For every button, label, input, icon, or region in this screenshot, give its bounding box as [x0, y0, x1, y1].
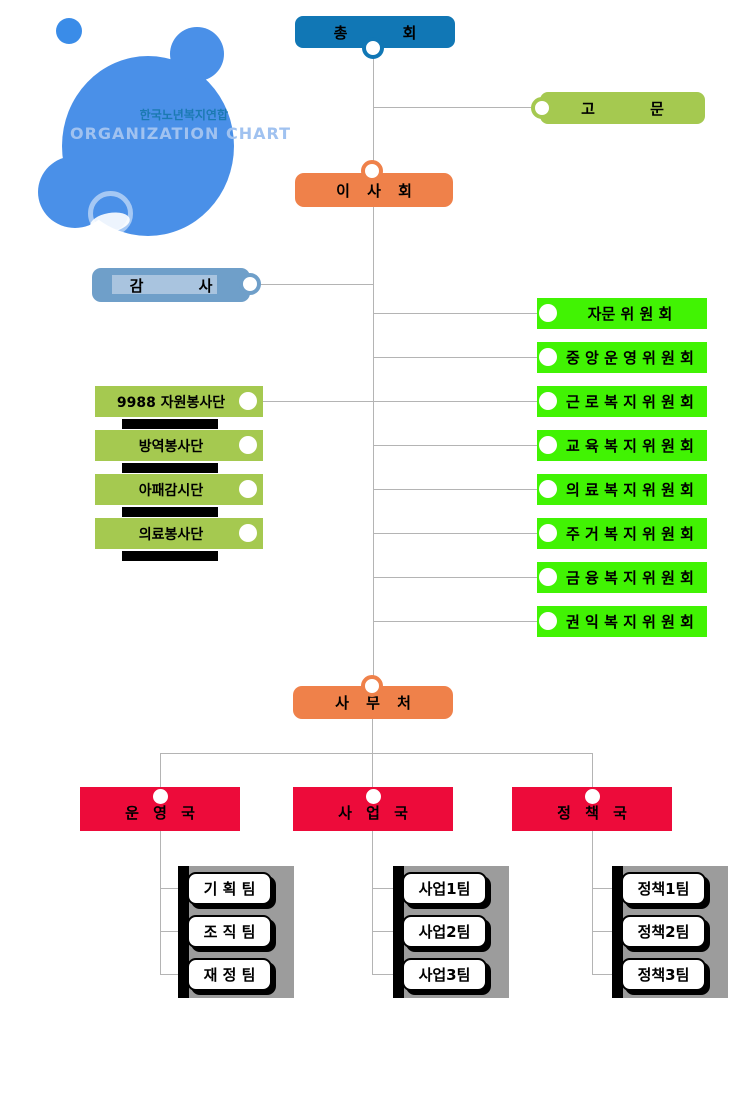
connector-port — [239, 524, 257, 542]
node-committee: 교 육 복 지 위 원 회 — [537, 430, 707, 461]
node-advisor: 고 문 — [540, 92, 705, 124]
auditor-label: 감 사 — [129, 276, 213, 295]
node-auditor: 감 사 — [92, 268, 250, 302]
node-team: 사업3팀 — [402, 958, 487, 991]
node-team: 사업1팀 — [402, 872, 487, 905]
connector-line — [160, 931, 188, 932]
blob-bump-top-right — [170, 27, 224, 81]
connector-line — [372, 974, 402, 975]
unit-shadow — [122, 463, 218, 473]
node-left-unit: 의료봉사단 — [95, 518, 263, 549]
node-left-unit: 9988 자원봉사단 — [95, 386, 263, 417]
connector-line — [372, 931, 402, 932]
node-team: 사업2팀 — [402, 915, 487, 948]
auditor-inner-panel — [112, 275, 217, 294]
connector-port — [539, 348, 557, 366]
connector-line — [374, 533, 537, 534]
connector-line — [160, 888, 188, 889]
node-left-unit: 방역봉사단 — [95, 430, 263, 461]
connector-line — [374, 313, 537, 314]
connector-port — [539, 612, 557, 630]
node-committee: 금 융 복 지 위 원 회 — [537, 562, 707, 593]
connector-line — [372, 719, 373, 753]
connector-port — [539, 524, 557, 542]
bubble-icon — [88, 191, 133, 236]
connector-port — [239, 436, 257, 454]
connector-line — [160, 753, 593, 754]
connector-port — [539, 436, 557, 454]
org-name-text: 한국노년복지연합 — [139, 108, 228, 122]
chart-title-text: ORGANIZATION CHART — [70, 124, 291, 143]
connector-line — [252, 401, 537, 402]
connector-line — [372, 888, 402, 889]
connector-port — [153, 789, 168, 804]
connector-line — [592, 888, 622, 889]
connector-line — [373, 46, 374, 686]
node-left-unit: 아패감시단 — [95, 474, 263, 505]
connector-line — [160, 753, 161, 975]
connector-port — [539, 480, 557, 498]
node-committee: 근 로 복 지 위 원 회 — [537, 386, 707, 417]
unit-shadow — [122, 419, 218, 429]
unit-shadow — [122, 551, 218, 561]
connector-line — [592, 974, 622, 975]
node-team: 기 획 팀 — [187, 872, 272, 905]
connector-line — [374, 107, 531, 108]
connector-port — [239, 273, 261, 295]
connector-line — [372, 753, 373, 975]
node-committee: 의 료 복 지 위 원 회 — [537, 474, 707, 505]
connector-line — [374, 577, 537, 578]
connector-port — [361, 160, 383, 182]
node-committee: 주 거 복 지 위 원 회 — [537, 518, 707, 549]
blob-dot — [56, 18, 82, 44]
connector-port — [585, 789, 600, 804]
connector-line — [374, 445, 537, 446]
connector-line — [374, 357, 537, 358]
connector-port — [239, 392, 257, 410]
node-committee: 중 앙 운 영 위 원 회 — [537, 342, 707, 373]
connector-line — [160, 974, 188, 975]
connector-port — [362, 37, 384, 59]
connector-port — [531, 97, 553, 119]
node-committee: 자문 위 원 회 — [537, 298, 707, 329]
connector-line — [374, 621, 537, 622]
connector-line — [374, 489, 537, 490]
connector-port — [361, 675, 383, 697]
connector-port — [239, 480, 257, 498]
connector-line — [592, 931, 622, 932]
node-team: 정책2팀 — [621, 915, 706, 948]
connector-line — [250, 284, 374, 285]
node-team: 정책1팀 — [621, 872, 706, 905]
connector-port — [539, 392, 557, 410]
unit-shadow — [122, 507, 218, 517]
node-team: 재 정 팀 — [187, 958, 272, 991]
node-team: 조 직 팀 — [187, 915, 272, 948]
node-team: 정책3팀 — [621, 958, 706, 991]
node-committee: 권 익 복 지 위 원 회 — [537, 606, 707, 637]
connector-port — [539, 568, 557, 586]
connector-line — [592, 753, 593, 975]
connector-port — [539, 304, 557, 322]
connector-port — [366, 789, 381, 804]
